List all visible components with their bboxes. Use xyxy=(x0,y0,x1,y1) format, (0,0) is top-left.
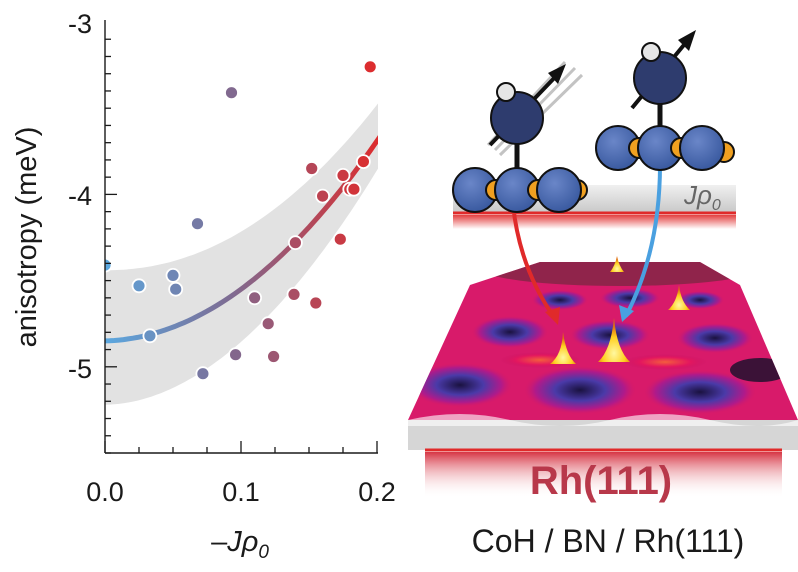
anisotropy-chart: -3 -4 -5 0.0 0.1 0.2 anisotropy (meV) –J… xyxy=(11,9,396,563)
tick-label-x-0p1: 0.1 xyxy=(222,477,260,507)
tick-label-x-0p2: 0.2 xyxy=(358,477,396,507)
peak-right xyxy=(598,318,630,362)
caption: CoH / BN / Rh(111) xyxy=(472,523,745,559)
peak-left xyxy=(550,332,576,364)
tick-label-y-neg4: -4 xyxy=(68,181,92,211)
data-point-10 xyxy=(260,316,276,332)
x-axis-rho: ρ xyxy=(241,526,259,558)
exchange-layer: Jρ0 xyxy=(453,180,736,229)
coh-molecule-left xyxy=(452,60,588,213)
data-point-4 xyxy=(168,281,184,297)
data-point-9 xyxy=(247,290,263,306)
x-axis-subscript: 0 xyxy=(258,542,269,563)
tick-label-x-0: 0.0 xyxy=(86,477,124,507)
data-point-21 xyxy=(355,154,371,170)
data-point-11 xyxy=(266,349,282,364)
data-point-3 xyxy=(165,267,181,283)
data-point-12 xyxy=(286,286,302,302)
data-point-20 xyxy=(346,181,362,197)
x-axis-J: J xyxy=(226,526,242,558)
data-point-16 xyxy=(315,188,331,204)
data-point-2 xyxy=(142,328,158,344)
data-point-7 xyxy=(224,85,239,101)
arrow-red xyxy=(511,204,558,322)
jrho-label: Jρ0 xyxy=(683,180,721,214)
data-point-8 xyxy=(228,347,244,363)
illustration: Jρ0 xyxy=(408,30,798,559)
substrate-label: Rh(111) xyxy=(530,459,672,503)
y-ticks xyxy=(105,38,117,454)
data-point-6 xyxy=(195,366,211,382)
x-axis-minus: – xyxy=(211,526,228,558)
data-point-18 xyxy=(335,167,351,183)
x-ticks xyxy=(104,441,378,453)
data-point-5 xyxy=(190,216,205,232)
tick-label-y-neg3: -3 xyxy=(68,9,92,39)
data-point-17 xyxy=(332,231,348,247)
arrow-blue xyxy=(624,164,662,317)
data-point-13 xyxy=(287,235,303,251)
data-points xyxy=(105,59,378,382)
data-point-1 xyxy=(131,278,147,294)
confidence-band xyxy=(105,103,378,405)
tick-label-y-neg5: -5 xyxy=(68,354,92,384)
data-point-0 xyxy=(105,257,113,273)
y-axis-title: anisotropy (meV) xyxy=(11,127,43,348)
x-axis-title: –Jρ0 xyxy=(211,526,269,563)
data-point-15 xyxy=(308,295,324,311)
data-point-14 xyxy=(304,161,320,176)
coh-molecule-right xyxy=(595,30,735,171)
surface-topography: Rh(111) xyxy=(408,256,798,503)
data-point-22 xyxy=(362,59,378,75)
